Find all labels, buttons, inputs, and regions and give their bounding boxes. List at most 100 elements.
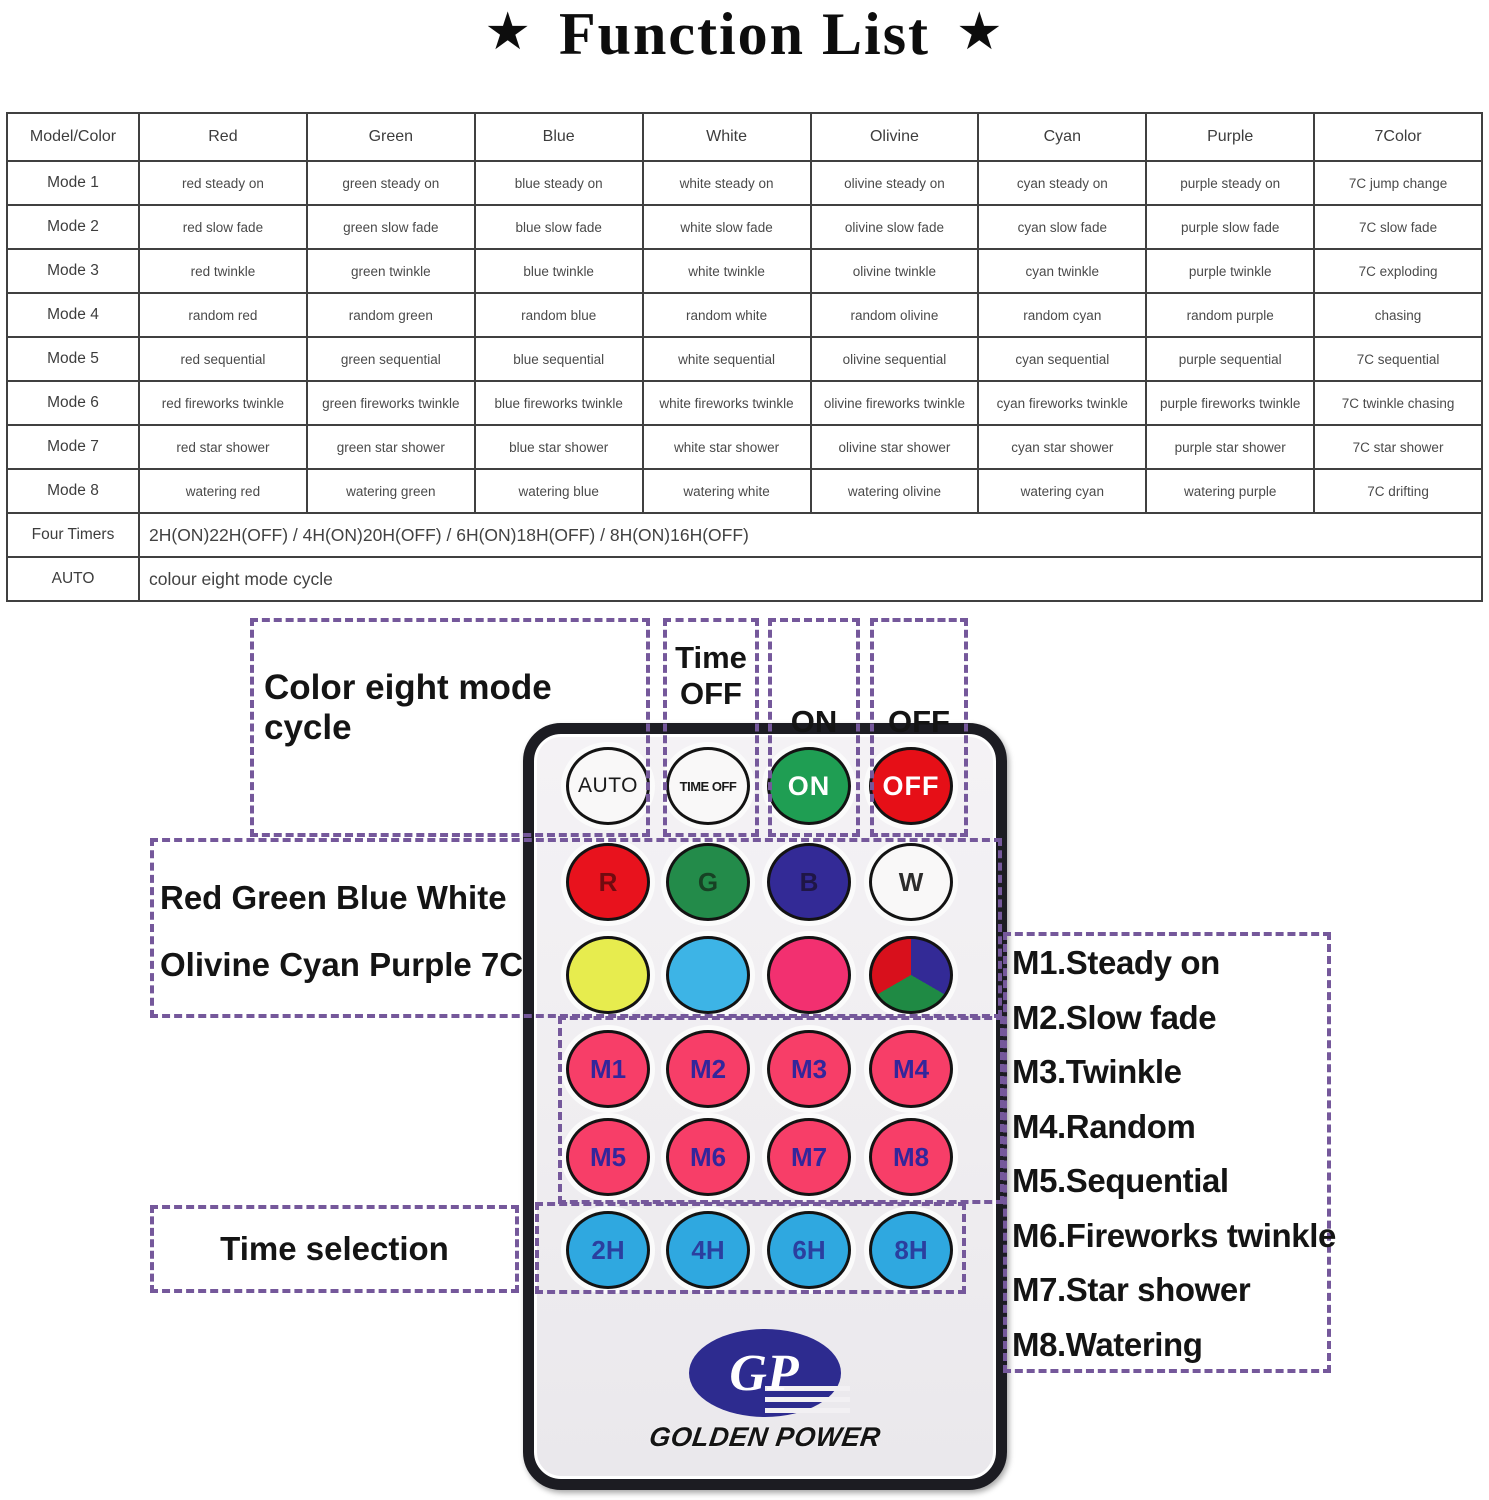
- table-cell: red fireworks twinkle: [138, 380, 308, 426]
- mode-description: M1.Steady on: [1012, 944, 1220, 981]
- mode-description: M4.Random: [1012, 1107, 1196, 1145]
- table-cell: white star shower: [641, 424, 812, 470]
- purple-color-button[interactable]: [767, 936, 851, 1014]
- table-cell: 7C star shower: [1313, 424, 1483, 470]
- four-timers-row: Four Timers 2H(ON)22H(OFF) / 4H(ON)20H(O…: [6, 512, 1483, 558]
- mode-label: Mode 1: [6, 160, 140, 206]
- 4h-button[interactable]: 4H: [666, 1211, 750, 1289]
- column-header: Green: [305, 112, 476, 162]
- table-cell: purple twinkle: [1145, 248, 1316, 294]
- label-color-cycle: Color eight mode cycle: [264, 668, 552, 747]
- olivine-color-button[interactable]: [566, 936, 650, 1014]
- m7-button[interactable]: M7: [767, 1118, 851, 1196]
- mode-label: Mode 6: [6, 380, 140, 426]
- auto-row: AUTO colour eight mode cycle: [6, 556, 1483, 602]
- table-cell: red steady on: [138, 160, 308, 206]
- gp-logo-icon: GP: [689, 1329, 850, 1417]
- m6-button[interactable]: M6: [666, 1118, 750, 1196]
- table-cell: red sequential: [138, 336, 308, 382]
- four-timers-value: 2H(ON)22H(OFF) / 4H(ON)20H(OFF) / 6H(ON)…: [138, 512, 1483, 558]
- page-title: ★ Function List ★: [0, 0, 1489, 69]
- table-cell: cyan twinkle: [977, 248, 1148, 294]
- table-row: Mode 3 red twinkle green twinkle blue tw…: [6, 248, 1483, 294]
- table-row: Mode 6 red fireworks twinkle green firew…: [6, 380, 1483, 426]
- table-cell: purple fireworks twinkle: [1145, 380, 1316, 426]
- table-cell: olivine steady on: [809, 160, 980, 206]
- blue-button[interactable]: B: [767, 843, 851, 921]
- label-color-buttons: Red Green Blue White Olivine Cyan Purple…: [160, 864, 523, 998]
- label-off: OFF: [888, 704, 950, 739]
- column-header: White: [641, 112, 812, 162]
- 6h-button[interactable]: 6H: [767, 1211, 851, 1289]
- table-cell: white fireworks twinkle: [641, 380, 812, 426]
- label-time-selection: Time selection: [220, 1230, 449, 1267]
- table-cell: cyan slow fade: [977, 204, 1148, 250]
- callout-box-time-off: [663, 618, 759, 837]
- column-header: Purple: [1145, 112, 1316, 162]
- m2-button[interactable]: M2: [666, 1030, 750, 1108]
- 2h-button[interactable]: 2H: [566, 1211, 650, 1289]
- table-cell: olivine fireworks twinkle: [809, 380, 980, 426]
- label-on: ON: [790, 704, 838, 739]
- table-cell: white sequential: [641, 336, 812, 382]
- auto-value: colour eight mode cycle: [138, 556, 1483, 602]
- table-cell: green sequential: [305, 336, 476, 382]
- table-cell: green slow fade: [305, 204, 476, 250]
- table-header-row: Model/Color Red Green Blue White Olivine…: [6, 112, 1483, 162]
- m8-button[interactable]: M8: [869, 1118, 953, 1196]
- table-cell: watering cyan: [977, 468, 1148, 514]
- seven-color-button[interactable]: [869, 936, 953, 1014]
- table-cell: olivine twinkle: [809, 248, 980, 294]
- table-cell: watering blue: [473, 468, 644, 514]
- table-cell: watering red: [138, 468, 308, 514]
- off-button[interactable]: OFF: [869, 747, 953, 825]
- table-cell: random cyan: [977, 292, 1148, 338]
- table-cell: 7C sequential: [1313, 336, 1483, 382]
- column-header: 7Color: [1313, 112, 1483, 162]
- green-button[interactable]: G: [666, 843, 750, 921]
- red-button[interactable]: R: [566, 843, 650, 921]
- table-cell: blue sequential: [473, 336, 644, 382]
- column-header: Blue: [473, 112, 644, 162]
- m4-button[interactable]: M4: [869, 1030, 953, 1108]
- cyan-color-button[interactable]: [666, 936, 750, 1014]
- mode-label: Mode 3: [6, 248, 140, 294]
- table-cell: blue fireworks twinkle: [473, 380, 644, 426]
- auto-label: AUTO: [6, 556, 140, 602]
- table-cell: 7C slow fade: [1313, 204, 1483, 250]
- mode-label: Mode 4: [6, 292, 140, 338]
- table-cell: blue twinkle: [473, 248, 644, 294]
- mode-label: Mode 5: [6, 336, 140, 382]
- mode-label: Mode 2: [6, 204, 140, 250]
- table-cell: random blue: [473, 292, 644, 338]
- table-cell: olivine sequential: [809, 336, 980, 382]
- table-cell: red star shower: [138, 424, 308, 470]
- time-off-button[interactable]: TIME OFF: [666, 747, 750, 825]
- table-cell: cyan sequential: [977, 336, 1148, 382]
- table-cell: green twinkle: [305, 248, 476, 294]
- table-cell: 7C exploding: [1313, 248, 1483, 294]
- auto-button[interactable]: AUTO: [566, 747, 650, 825]
- table-cell: watering green: [305, 468, 476, 514]
- table-cell: red slow fade: [138, 204, 308, 250]
- callout-box-mode-list: [1003, 932, 1331, 1373]
- table-cell: 7C twinkle chasing: [1313, 380, 1483, 426]
- mode-description: M5.Sequential: [1012, 1162, 1229, 1199]
- on-button[interactable]: ON: [767, 747, 851, 825]
- white-button[interactable]: W: [869, 843, 953, 921]
- callout-box-off: [870, 618, 968, 837]
- four-timers-label: Four Timers: [6, 512, 140, 558]
- label-colors-line2: Olivine Cyan Purple 7C: [160, 946, 524, 983]
- m5-button[interactable]: M5: [566, 1118, 650, 1196]
- table-cell: white steady on: [641, 160, 812, 206]
- table-cell: blue slow fade: [473, 204, 644, 250]
- star-icon: ★: [956, 2, 1005, 62]
- mode-description: M8.Watering: [1012, 1325, 1203, 1363]
- table-row: Mode 7 red star shower green star shower…: [6, 424, 1483, 470]
- 8h-button[interactable]: 8H: [869, 1211, 953, 1289]
- m1-button[interactable]: M1: [566, 1030, 650, 1108]
- mode-description: M2.Slow fade: [1012, 998, 1217, 1036]
- table-cell: purple slow fade: [1145, 204, 1316, 250]
- m3-button[interactable]: M3: [767, 1030, 851, 1108]
- table-cell: olivine slow fade: [809, 204, 980, 250]
